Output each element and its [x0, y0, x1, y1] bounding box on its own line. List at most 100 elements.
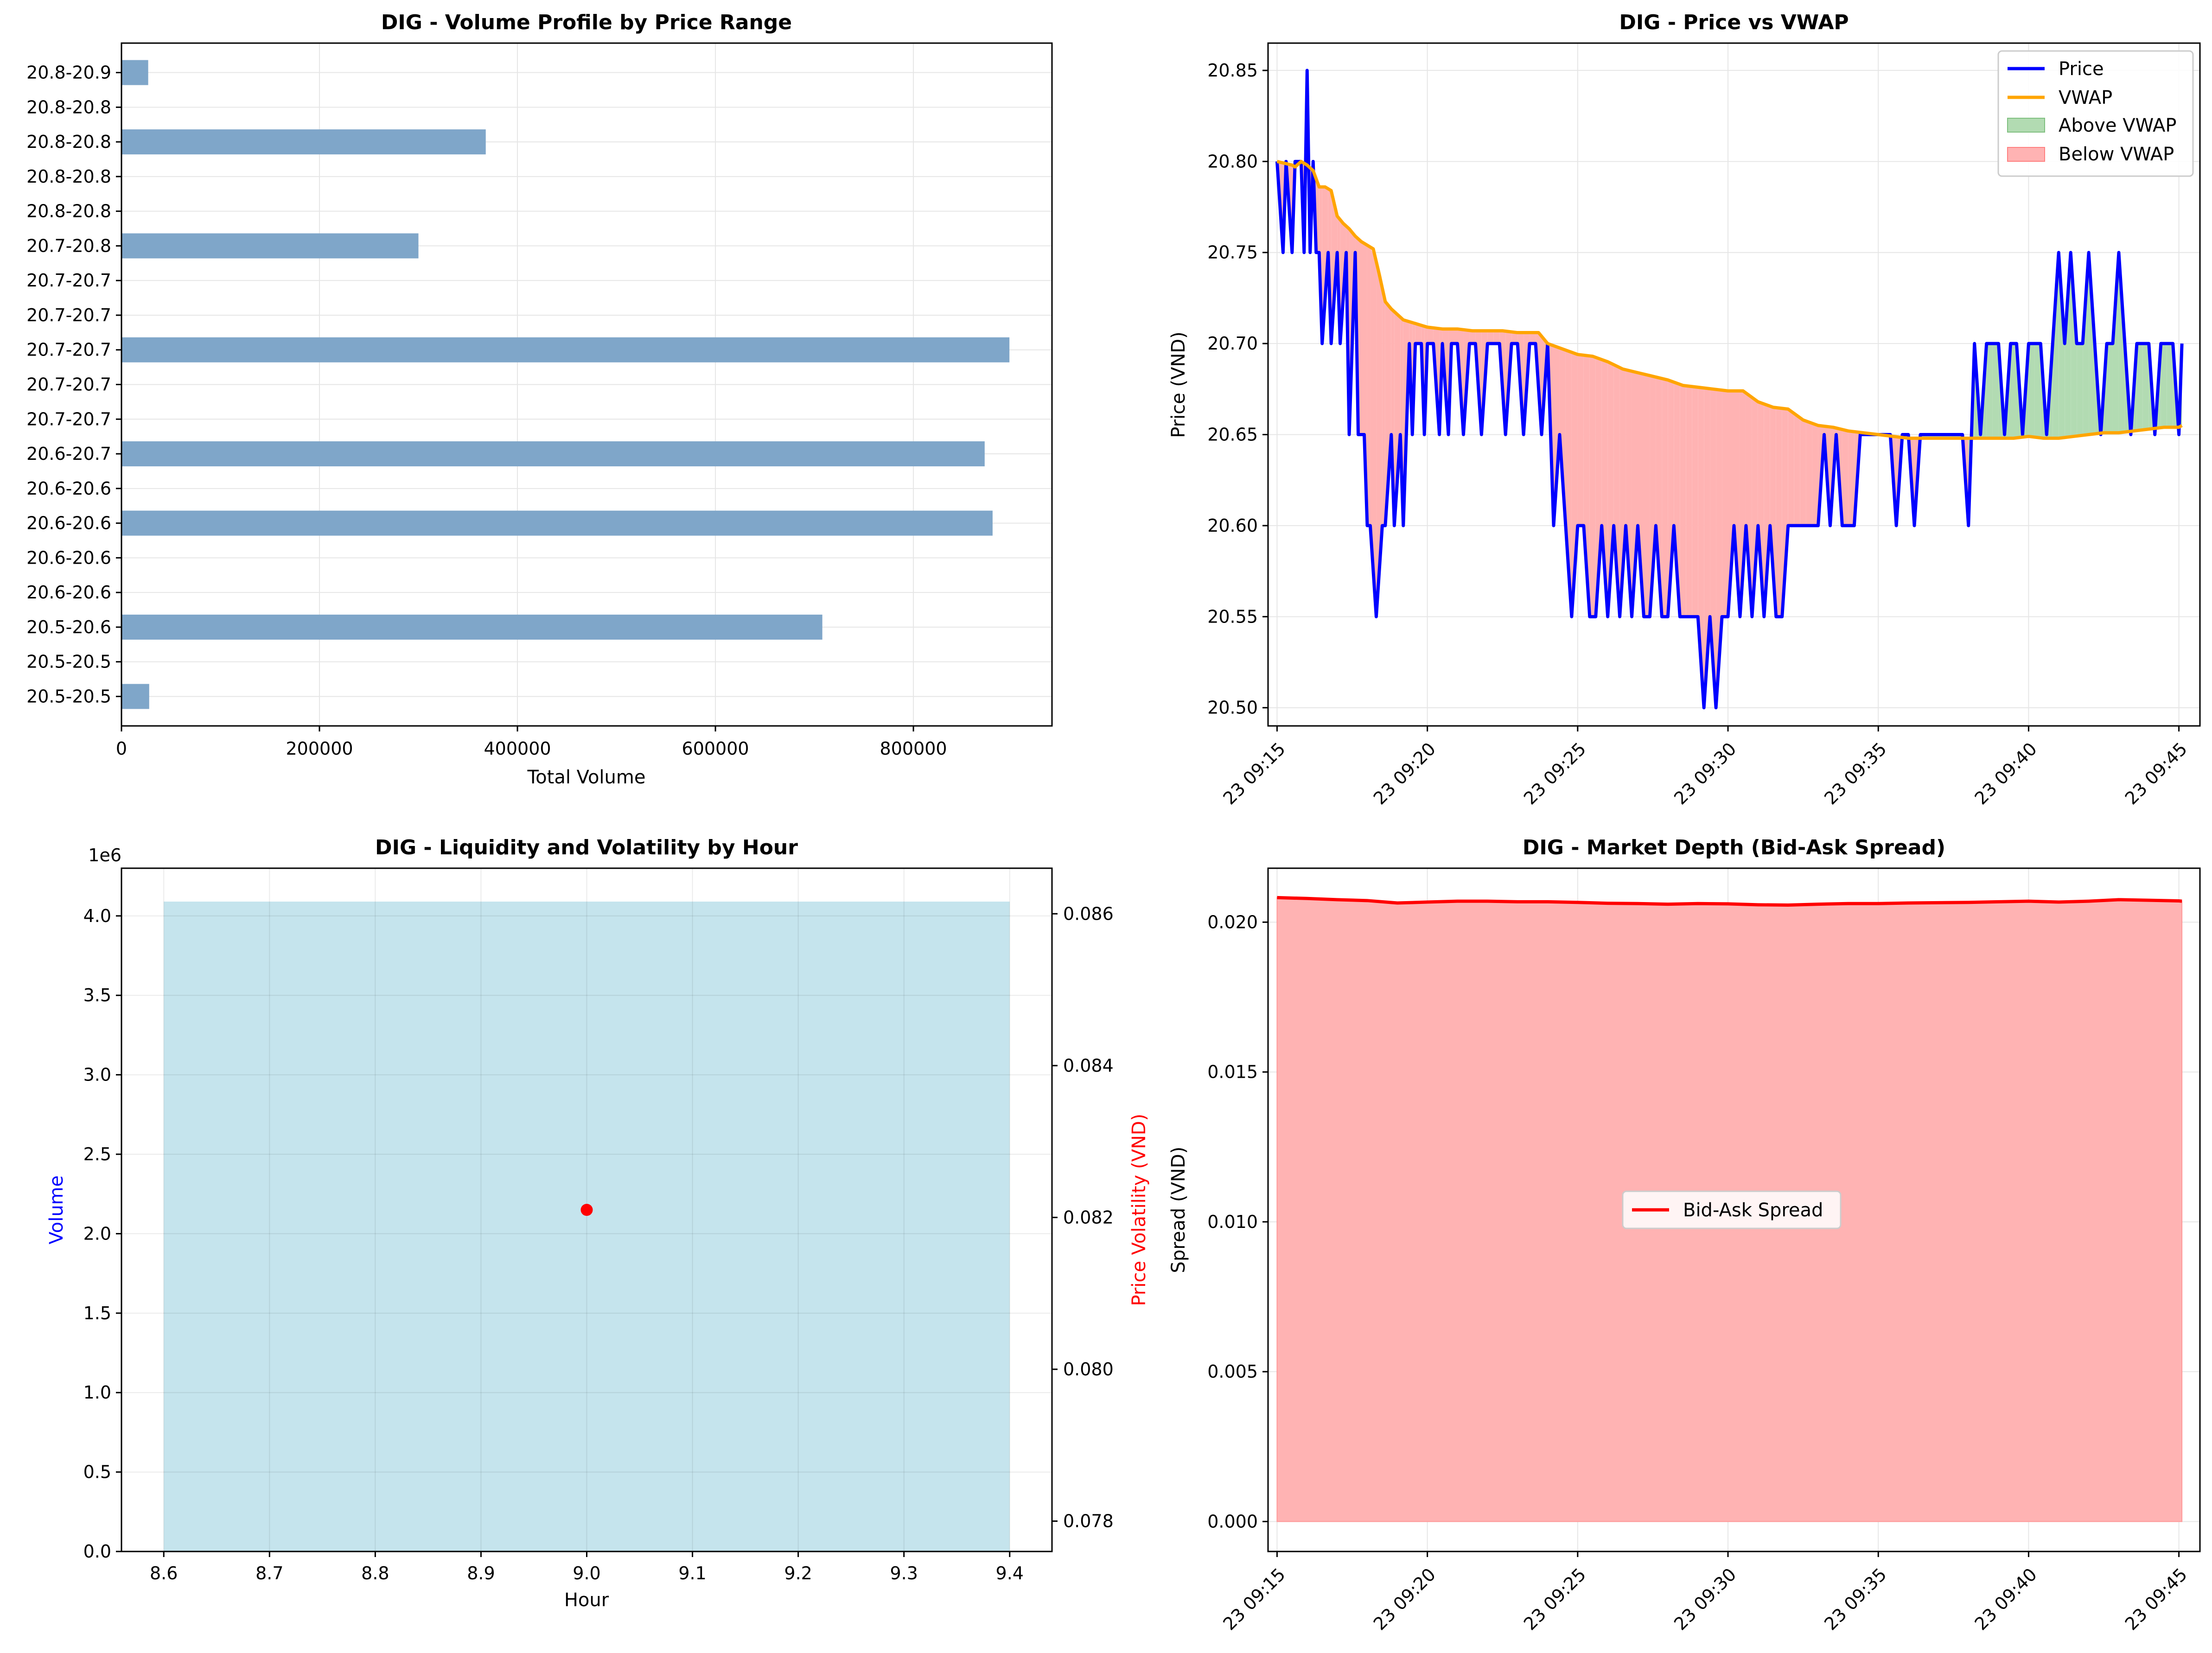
- spread-line: [1277, 896, 2182, 907]
- below-vwap-fill: [1758, 401, 1764, 617]
- below-vwap-fill: [1427, 327, 1434, 344]
- below-vwap-fill: [1728, 391, 1734, 617]
- price-vwap-ytick-label: 20.50: [1207, 698, 1258, 718]
- below-vwap-fill: [1619, 367, 1626, 617]
- below-vwap-fill: [1577, 354, 1584, 526]
- legend-price-label: Price: [2059, 58, 2104, 80]
- liquidity-xlabel: Hour: [564, 1589, 609, 1611]
- above-vwap-fill: [2077, 343, 2083, 436]
- liquidity-xtick-label: 9.1: [678, 1563, 706, 1583]
- below-vwap-fill: [1571, 352, 1578, 617]
- vwap-line: [1276, 159, 2183, 440]
- below-vwap-fill: [1583, 355, 1590, 617]
- below-vwap-fill: [1674, 382, 1680, 617]
- volatility-points: [580, 1204, 593, 1216]
- market-depth-ytick-label: 0.000: [1207, 1511, 1258, 1532]
- price-vwap-xtick-label: 23 09:30: [1670, 738, 1740, 808]
- volume-profile-ytick-label: 20.8-20.8: [26, 132, 111, 152]
- above-vwap-fill: [2161, 343, 2167, 428]
- liquidity-y2label: Price Volatility (VND): [1128, 1113, 1150, 1306]
- market-depth-xtick-label: 23 09:40: [1970, 1564, 2040, 1634]
- volume-profile-ytick-label: 20.6-20.6: [26, 478, 111, 499]
- liquidity-panel: DIG - Liquidity and Volatility by Hour 8…: [46, 836, 1150, 1611]
- volume-profile-ytick-label: 20.7-20.7: [26, 375, 111, 395]
- market-depth-xtick-label: 23 09:30: [1670, 1564, 1740, 1634]
- volume-profile-ytick-label: 20.7-20.7: [26, 409, 111, 429]
- below-vwap-fill: [1812, 423, 1818, 526]
- market-depth-xtick-label: 23 09:35: [1820, 1564, 1890, 1634]
- market-depth-frame: [1267, 867, 2201, 1552]
- price-vwap-xtick-label: 23 09:15: [1219, 738, 1289, 808]
- market-depth-xtick-label: 23 09:15: [1219, 1564, 1289, 1634]
- liquidity-xtick-label: 8.6: [150, 1563, 178, 1583]
- liquidity-y2tick-label: 0.080: [1063, 1359, 1114, 1380]
- below-vwap-fill: [1692, 386, 1698, 617]
- price-vwap-ytick-label: 20.70: [1207, 333, 1258, 354]
- liquidity-y2tick-label: 0.078: [1063, 1511, 1114, 1531]
- volume-profile-title: DIG - Volume Profile by Price Range: [381, 11, 792, 34]
- volume-profile-xtick-label: 200000: [286, 738, 353, 759]
- below-vwap-fill: [1632, 371, 1638, 617]
- below-vwap-fill: [1382, 288, 1385, 526]
- below-vwap-fill: [1469, 330, 1476, 344]
- below-vwap-fill: [1776, 407, 1782, 617]
- volume-profile-panel: DIG - Volume Profile by Price Range 0 200…: [26, 11, 1053, 788]
- below-vwap-fill: [1367, 245, 1371, 526]
- price-vwap-xtick-label: 23 09:45: [2121, 738, 2191, 808]
- liquidity-ytick-label: 2.5: [83, 1144, 111, 1164]
- price-vwap-panel: DIG - Price vs VWAP 23 09:15 23 09:20 23 0…: [1168, 11, 2201, 809]
- volume-profile-ytick-label: 20.6-20.7: [26, 444, 111, 464]
- below-vwap-fill: [1686, 386, 1692, 617]
- volume-profile-ytick-label: 20.6-20.6: [26, 582, 111, 603]
- volume-bar: [121, 129, 486, 155]
- below-vwap-fill: [1806, 421, 1812, 526]
- above-vwap-fill: [2167, 343, 2173, 427]
- below-vwap-fill: [1530, 332, 1536, 344]
- liquidity-ytick-label: 4.0: [83, 906, 111, 926]
- price-vwap-xtick-label: 23 09:35: [1820, 738, 1890, 808]
- below-vwap-fill: [1782, 408, 1788, 617]
- price-vwap-title: DIG - Price vs VWAP: [1619, 11, 1849, 34]
- below-vwap-fill: [1680, 384, 1686, 617]
- liquidity-xtick-label: 9.2: [784, 1563, 812, 1583]
- market-depth-ylabel: Spread (VND): [1168, 1147, 1189, 1273]
- market-depth-panel: DIG - Market Depth (Bid-Ask Spread) 23 0…: [1168, 836, 2201, 1634]
- liquidity-xtick-label: 9.3: [890, 1563, 918, 1583]
- price-vwap-ytick-label: 20.85: [1207, 60, 1258, 81]
- below-vwap-fill: [1722, 390, 1728, 617]
- below-vwap-fill: [1595, 357, 1602, 617]
- price-line: [1275, 69, 2184, 710]
- volume-profile-ytick-label: 20.6-20.6: [26, 547, 111, 568]
- below-vwap-fill: [1613, 364, 1620, 617]
- volume-bar: [121, 510, 993, 536]
- below-vwap-fill: [1764, 404, 1770, 617]
- legend-spread-label: Bid-Ask Spread: [1683, 1200, 1823, 1221]
- below-vwap-fill: [1848, 431, 1855, 526]
- liquidity-y2tick-label: 0.084: [1063, 1055, 1114, 1076]
- volume-profile-ytick-label: 20.8-20.8: [26, 201, 111, 222]
- volume-profile-xlabel: Total Volume: [527, 767, 646, 788]
- legend-above-label: Above VWAP: [2059, 115, 2176, 136]
- below-vwap-fill: [1800, 418, 1806, 526]
- liquidity-xtick-label: 9.4: [996, 1563, 1024, 1583]
- market-depth-xtick-label: 23 09:25: [1520, 1564, 1590, 1634]
- volume-profile-ytick-label: 20.5-20.6: [26, 617, 111, 637]
- below-vwap-fill: [1770, 406, 1776, 617]
- market-depth-title: DIG - Market Depth (Bid-Ask Spread): [1523, 836, 1945, 859]
- market-depth-ytick-label: 0.020: [1207, 912, 1258, 932]
- liquidity-y2tick-label: 0.086: [1063, 903, 1114, 924]
- volume-bar: [121, 337, 1010, 362]
- below-vwap-fill: [1451, 329, 1458, 344]
- volume-profile-ytick-label: 20.8-20.9: [26, 63, 111, 83]
- below-vwap-fill: [1668, 380, 1674, 617]
- volume-bar: [121, 441, 985, 467]
- above-vwap-fill: [2142, 343, 2149, 430]
- liquidity-ytick-label: 3.0: [83, 1065, 111, 1085]
- liquidity-ytick-label: 1.0: [83, 1382, 111, 1403]
- below-vwap-fill: [1589, 356, 1596, 617]
- above-vwap-fill: [2136, 343, 2143, 431]
- below-vwap-fill: [1794, 413, 1800, 526]
- price-vwap-ytick-label: 20.75: [1207, 242, 1258, 263]
- volume-profile-xtick-label: 800000: [880, 738, 947, 759]
